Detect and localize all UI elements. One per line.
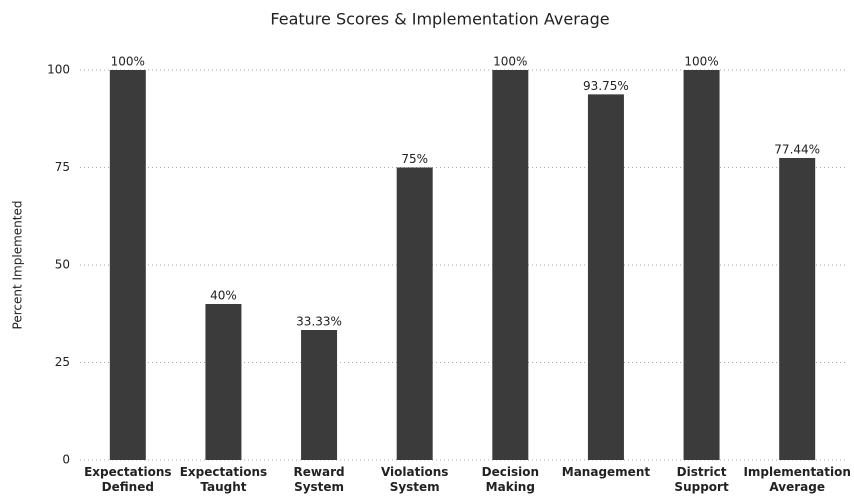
y-tick-label: 50 <box>55 258 70 272</box>
bar <box>779 157 816 460</box>
bar <box>587 94 624 460</box>
bar <box>109 70 146 460</box>
y-tick-label: 100 <box>47 63 70 77</box>
data-label: 100% <box>493 55 527 69</box>
data-label: 100% <box>684 55 718 69</box>
bar <box>396 167 433 460</box>
x-tick-label: Expectations Defined <box>84 465 171 494</box>
y-axis-label: Percent Implemented <box>11 201 25 330</box>
data-label: 40% <box>210 289 237 303</box>
y-tick-label: 0 <box>62 453 70 467</box>
chart-title: Feature Scores & Implementation Average <box>270 10 609 29</box>
x-tick-label: Expectations Taught <box>180 465 267 494</box>
y-tick-label: 75 <box>55 160 70 174</box>
data-label: 93.75% <box>583 79 629 93</box>
data-label: 77.44% <box>774 142 820 156</box>
y-tick-label: 25 <box>55 355 70 369</box>
bar <box>301 330 338 460</box>
data-label: 75% <box>401 152 428 166</box>
data-label: 100% <box>111 55 145 69</box>
bar <box>205 304 242 460</box>
x-tick-label: Decision Making <box>482 465 539 494</box>
x-tick-label: Reward System <box>294 465 345 494</box>
bar <box>492 70 529 460</box>
bar <box>683 70 720 460</box>
data-label: 33.33% <box>296 315 342 329</box>
x-tick-label: Violations System <box>381 465 448 494</box>
x-tick-label: Management <box>562 465 651 479</box>
x-tick-label: District Support <box>674 465 729 494</box>
x-tick-label: Implementation Average <box>743 465 850 494</box>
